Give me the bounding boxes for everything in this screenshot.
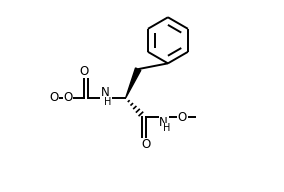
Polygon shape [126, 68, 141, 98]
Text: H: H [163, 123, 170, 133]
Text: O: O [80, 65, 89, 78]
Text: H: H [104, 97, 111, 107]
Text: O: O [49, 91, 58, 104]
Text: O: O [63, 91, 73, 104]
Text: O: O [141, 138, 151, 151]
Text: O: O [178, 111, 187, 124]
Text: N: N [159, 116, 168, 129]
Text: N: N [101, 86, 110, 99]
